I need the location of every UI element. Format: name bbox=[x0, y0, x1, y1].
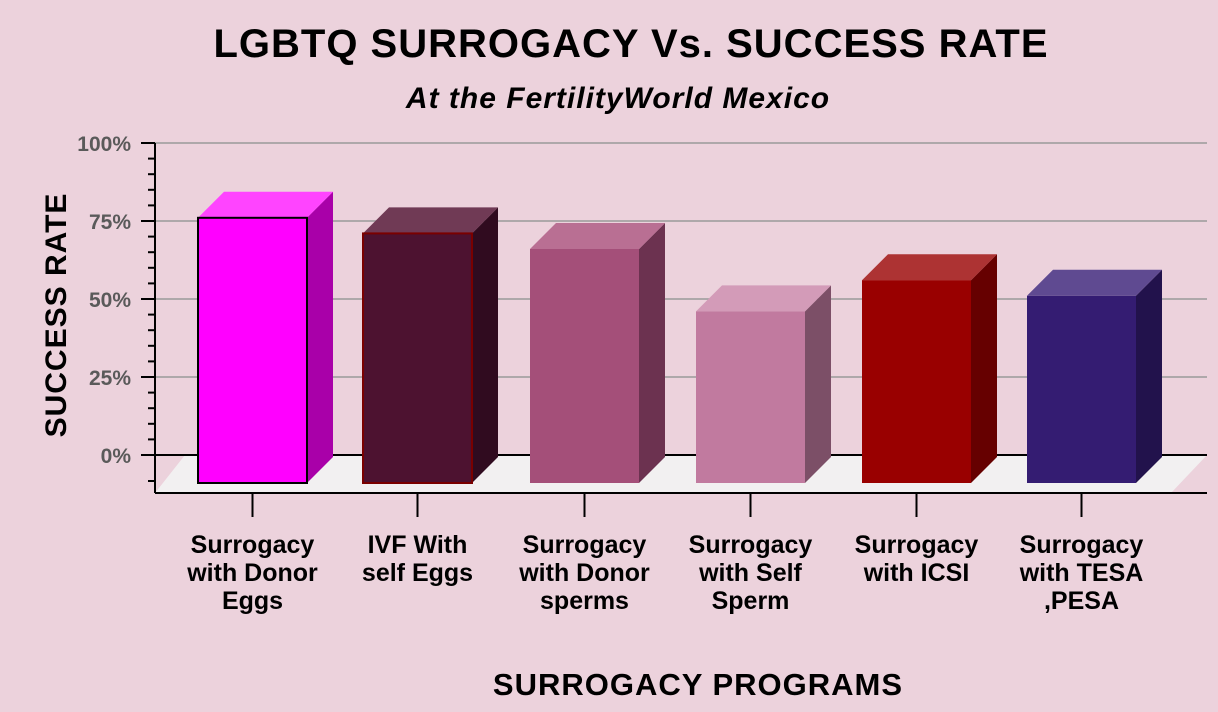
y-tick-label: 25% bbox=[89, 367, 131, 390]
x-tick-label-line: self Eggs bbox=[362, 559, 473, 587]
bar-side-face bbox=[307, 191, 333, 484]
bar-front-face bbox=[197, 216, 308, 485]
x-tick-label-line: sperms bbox=[540, 587, 629, 615]
y-axis-title: SUCCESS RATE bbox=[40, 193, 73, 438]
bar-top-face bbox=[363, 207, 498, 234]
x-tick-label-line: Surrogacy bbox=[855, 531, 979, 559]
x-tick-label: Surrogacy with TESA ,PESA bbox=[1019, 531, 1144, 615]
bar-top-face bbox=[530, 223, 665, 249]
bar-top-face bbox=[696, 285, 831, 312]
x-tick-label-line: with Donor bbox=[518, 559, 650, 587]
x-tick-label-line: with Donor bbox=[186, 559, 318, 587]
bar bbox=[696, 285, 831, 483]
x-tick-label-line: ,PESA bbox=[1044, 587, 1119, 615]
bar bbox=[362, 207, 498, 484]
x-tick-label-line: IVF With bbox=[368, 531, 468, 559]
bar-front-face bbox=[696, 311, 805, 483]
bars-layer bbox=[197, 191, 1162, 485]
y-tick-label: 100% bbox=[77, 133, 131, 156]
x-tick-label: Surrogacy with Donor sperms bbox=[518, 531, 650, 615]
chart-subtitle: At the FertilityWorld Mexico bbox=[405, 82, 831, 115]
x-tick-label-line: Sperm bbox=[712, 587, 790, 615]
chart-title: LGBTQ SURROGACY Vs. SUCCESS RATE bbox=[213, 22, 1049, 66]
bar-top-face bbox=[198, 191, 333, 218]
bar-side-face bbox=[472, 207, 498, 483]
bar-side-face bbox=[805, 285, 831, 483]
bar-side-face bbox=[639, 223, 665, 483]
x-tick-label: Surrogacy with Self Sperm bbox=[689, 531, 813, 615]
x-tick-label: Surrogacy with Donor Eggs bbox=[186, 531, 318, 615]
bar-side-face bbox=[1136, 269, 1162, 483]
bar bbox=[862, 254, 997, 483]
bar bbox=[1027, 269, 1162, 483]
x-tick-label-line: Surrogacy bbox=[191, 531, 315, 559]
x-tick-label-line: with Self bbox=[698, 559, 802, 587]
bar-front-face bbox=[362, 232, 473, 484]
bar-side-face bbox=[971, 254, 997, 483]
bar-top-face bbox=[862, 254, 997, 281]
x-tick-label: IVF With self Eggs bbox=[362, 531, 473, 587]
x-tick-label-line: Eggs bbox=[222, 587, 283, 615]
y-tick-label: 0% bbox=[101, 445, 132, 468]
x-axis-title: SURROGACY PROGRAMS bbox=[493, 667, 903, 702]
bar-top-face bbox=[1027, 269, 1162, 296]
x-tick-label-line: Surrogacy bbox=[523, 531, 647, 559]
x-tick-label: Surrogacy with ICSI bbox=[855, 531, 979, 587]
axis-layer bbox=[141, 142, 1207, 517]
labels-layer: 0%25%50%75%100%Surrogacy with Donor EggsIV… bbox=[40, 133, 1143, 702]
bar-front-face bbox=[862, 280, 971, 483]
bar-front-face bbox=[1027, 295, 1136, 483]
bar bbox=[530, 223, 665, 483]
bar bbox=[197, 191, 333, 485]
x-tick-label-line: Surrogacy bbox=[689, 531, 813, 559]
y-tick-label: 50% bbox=[89, 289, 131, 312]
x-tick-label-line: with TESA bbox=[1019, 559, 1144, 587]
x-tick-label-line: with ICSI bbox=[863, 559, 970, 587]
bar-front-face bbox=[530, 249, 639, 483]
y-tick-label: 75% bbox=[89, 211, 131, 234]
x-tick-label-line: Surrogacy bbox=[1020, 531, 1144, 559]
